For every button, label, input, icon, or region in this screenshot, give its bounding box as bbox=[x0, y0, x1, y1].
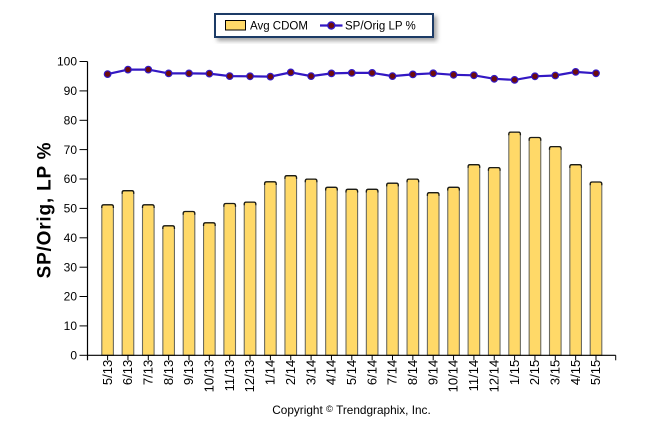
svg-text:SP/Orig LP %: SP/Orig LP % bbox=[345, 21, 416, 33]
svg-text:90: 90 bbox=[64, 84, 78, 98]
svg-text:3/14: 3/14 bbox=[303, 360, 318, 385]
svg-text:2/15: 2/15 bbox=[527, 360, 542, 385]
svg-text:0: 0 bbox=[70, 349, 77, 363]
svg-text:Avg CDOM: Avg CDOM bbox=[250, 21, 308, 33]
svg-text:5/14: 5/14 bbox=[344, 360, 359, 385]
svg-text:20: 20 bbox=[64, 290, 78, 304]
svg-text:60: 60 bbox=[64, 172, 78, 186]
svg-text:10/14: 10/14 bbox=[446, 360, 461, 393]
svg-text:4/15: 4/15 bbox=[568, 360, 583, 385]
svg-text:2/14: 2/14 bbox=[283, 360, 298, 385]
svg-text:6/13: 6/13 bbox=[120, 360, 135, 385]
svg-text:4/14: 4/14 bbox=[324, 360, 339, 385]
svg-text:9/14: 9/14 bbox=[425, 360, 440, 385]
svg-text:11/13: 11/13 bbox=[222, 360, 237, 392]
svg-text:SP/Orig, LP %: SP/Orig, LP % bbox=[35, 142, 56, 279]
svg-text:10/13: 10/13 bbox=[202, 360, 217, 393]
svg-text:50: 50 bbox=[64, 202, 78, 216]
svg-text:10: 10 bbox=[64, 319, 78, 333]
svg-text:12/13: 12/13 bbox=[242, 360, 257, 393]
svg-text:Copyright © Trendgraphix, Inc.: Copyright © Trendgraphix, Inc. bbox=[272, 403, 431, 417]
svg-text:8/13: 8/13 bbox=[161, 360, 176, 385]
svg-text:100: 100 bbox=[57, 55, 77, 69]
svg-text:1/14: 1/14 bbox=[263, 360, 278, 385]
svg-text:80: 80 bbox=[64, 114, 78, 128]
svg-text:6/14: 6/14 bbox=[364, 360, 379, 385]
svg-text:7/14: 7/14 bbox=[385, 360, 400, 385]
svg-text:9/13: 9/13 bbox=[181, 360, 196, 385]
svg-text:30: 30 bbox=[64, 260, 78, 274]
svg-text:11/14: 11/14 bbox=[466, 360, 481, 392]
svg-text:70: 70 bbox=[64, 143, 78, 157]
svg-text:5/13: 5/13 bbox=[100, 360, 115, 385]
svg-text:8/14: 8/14 bbox=[405, 360, 420, 385]
svg-text:12/14: 12/14 bbox=[486, 360, 501, 393]
svg-text:40: 40 bbox=[64, 231, 78, 245]
svg-text:3/15: 3/15 bbox=[548, 360, 563, 385]
svg-text:7/13: 7/13 bbox=[141, 360, 156, 385]
svg-text:5/15: 5/15 bbox=[588, 360, 603, 385]
svg-text:1/15: 1/15 bbox=[507, 360, 522, 385]
